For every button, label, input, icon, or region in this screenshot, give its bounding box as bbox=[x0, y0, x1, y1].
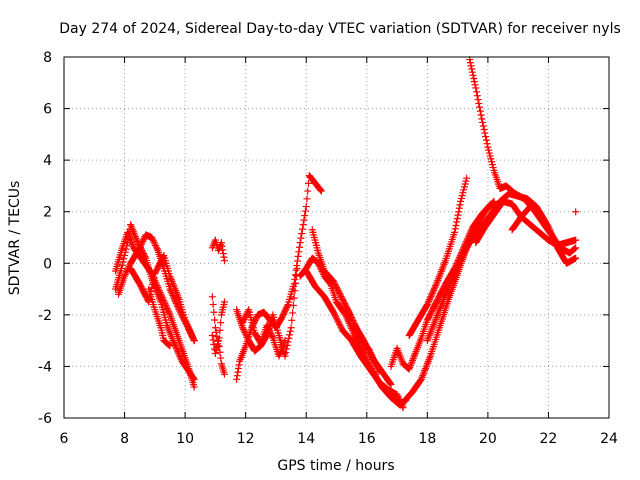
series-prn-b bbox=[111, 221, 198, 383]
y-tick-label: 0 bbox=[43, 256, 52, 272]
series-markers bbox=[351, 321, 395, 388]
series-prn-m bbox=[302, 267, 407, 412]
series-prn-d bbox=[127, 252, 198, 345]
x-tick-label: 10 bbox=[176, 431, 194, 447]
series-markers bbox=[508, 203, 580, 267]
series-markers bbox=[405, 174, 471, 339]
y-tick-label: 2 bbox=[43, 205, 52, 221]
series-markers bbox=[127, 252, 198, 345]
y-tick-label: 6 bbox=[43, 102, 52, 118]
y-tick-label: -4 bbox=[38, 359, 52, 375]
series-markers bbox=[208, 293, 228, 350]
series-prn-f bbox=[208, 236, 228, 265]
plot-frame bbox=[63, 56, 610, 419]
series-prn-h bbox=[208, 331, 228, 378]
data-markers bbox=[111, 56, 580, 412]
series-markers bbox=[145, 285, 174, 350]
y-axis-ticks: -6 -4 -2 0 2 4 6 8 bbox=[38, 50, 609, 427]
y-tick-label: -6 bbox=[38, 411, 52, 427]
series-prn-o bbox=[351, 321, 395, 388]
series-prn-e bbox=[145, 285, 174, 350]
series-markers bbox=[208, 236, 228, 265]
series-markers bbox=[239, 306, 289, 360]
series-prn-w bbox=[572, 208, 580, 216]
y-tick-label: 8 bbox=[43, 50, 52, 66]
y-tick-label: 4 bbox=[43, 153, 52, 169]
series-markers bbox=[111, 221, 198, 383]
x-tick-label: 20 bbox=[479, 431, 497, 447]
series-prn-g bbox=[208, 293, 228, 350]
series-prn-r bbox=[405, 174, 471, 339]
series-markers bbox=[572, 208, 580, 216]
x-tick-label: 16 bbox=[358, 431, 376, 447]
series-prn-k bbox=[239, 306, 289, 360]
x-tick-label: 24 bbox=[600, 431, 618, 447]
x-tick-label: 6 bbox=[60, 431, 69, 447]
x-axis-label: GPS time / hours bbox=[277, 458, 394, 474]
x-tick-label: 18 bbox=[418, 431, 436, 447]
series-prn-v bbox=[508, 203, 580, 267]
y-axis-label: SDTVAR / TECUs bbox=[7, 181, 23, 296]
x-tick-label: 22 bbox=[540, 431, 558, 447]
x-tick-label: 14 bbox=[297, 431, 315, 447]
x-tick-label: 8 bbox=[120, 431, 129, 447]
chart-title: Day 274 of 2024, Sidereal Day-to-day VTE… bbox=[59, 21, 621, 37]
y-tick-label: -2 bbox=[38, 308, 52, 324]
x-axis-ticks: 6 8 10 12 14 16 18 20 22 24 bbox=[60, 57, 618, 447]
series-markers bbox=[208, 331, 228, 378]
x-tick-label: 12 bbox=[237, 431, 255, 447]
series-markers bbox=[302, 267, 407, 412]
